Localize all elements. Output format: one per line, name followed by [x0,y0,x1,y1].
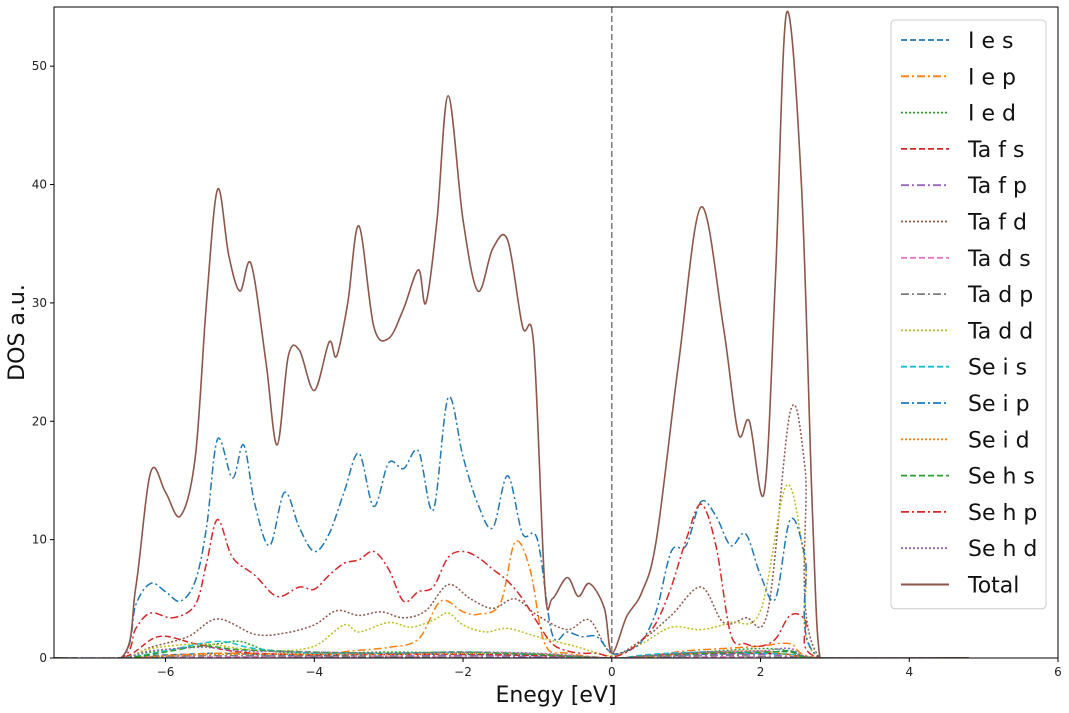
legend-label-se-i-p: Se i p [968,392,1030,417]
x-tick-label: 0 [608,665,616,679]
legend-label-i-e-p: I e p [968,65,1016,90]
series-line-se-i-p [54,395,969,658]
legend-label-ta-d-p: Ta d p [967,283,1033,308]
legend-label-ta-d-d: Ta d d [967,319,1033,344]
series-line-se-i-s [54,640,969,658]
axes-frame [53,6,1059,659]
plot-area [54,7,969,658]
legend-label-total: Total [967,574,1019,599]
legend: I e s I e p I e d Ta f s Ta f p Ta f d Ta d s T… [890,19,1047,610]
series-line-ta-d-d [54,483,969,658]
legend-box [890,19,1047,610]
legend-label-se-i-s: Se i s [968,356,1027,381]
legend-label-ta-f-d: Ta f d [967,211,1027,236]
legend-label-i-e-d: I e d [968,102,1016,127]
series-line-i-e-d [54,640,969,658]
x-tick-label: 4 [905,665,913,679]
x-tick-label: −2 [454,665,472,679]
y-tick-label: 50 [32,59,47,73]
legend-label-se-h-d: Se h d [968,537,1037,562]
legend-label-ta-f-p: Ta f p [967,174,1027,199]
y-tick-label: 20 [32,414,47,428]
legend-label-se-h-p: Se h p [968,501,1037,526]
legend-label-i-e-s: I e s [968,29,1013,54]
x-axis-label: Enegy [eV] [495,683,616,708]
y-tick-label: 30 [32,296,47,310]
series-line-se-h-d [54,646,969,658]
x-tick-label: 6 [1054,665,1062,679]
x-tick-label: −6 [157,665,175,679]
axes: −6 −4 −2 0 2 4 6 0 10 20 30 40 50 [32,6,1062,679]
series-line-ta-f-d [54,404,969,658]
legend-label-ta-d-s: Ta d s [967,247,1031,272]
legend-label-se-h-s: Se h s [968,465,1035,490]
series-line-ta-f-s [54,635,969,658]
legend-label-ta-f-s: Ta f s [967,138,1024,163]
y-tick-label: 40 [32,178,47,192]
y-tick-label: 10 [32,533,47,547]
legend-label-se-i-d: Se i d [968,428,1030,453]
x-tick-label: −4 [305,665,323,679]
y-tick-label: 0 [39,651,47,665]
x-tick-label: 2 [757,665,765,679]
series-line-total [54,10,969,658]
y-axis-label: DOS a.u. [5,284,30,381]
series-line-se-h-p [54,503,969,658]
